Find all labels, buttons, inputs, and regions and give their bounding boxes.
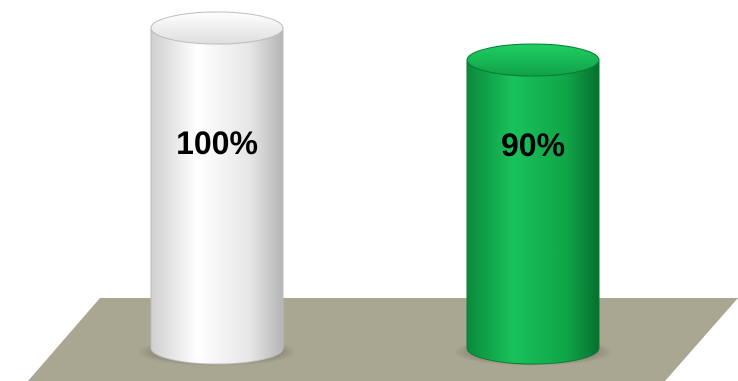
- bar-2: 90%: [453, 44, 613, 366]
- data-label: 90%: [501, 127, 565, 163]
- bar-top: [467, 44, 599, 76]
- bar-body: [151, 28, 283, 364]
- bar-1: 100%: [137, 12, 297, 366]
- bar-body: [467, 60, 599, 364]
- bar-top: [151, 12, 283, 44]
- chart-floor: [28, 298, 738, 381]
- data-label: 100%: [176, 125, 258, 161]
